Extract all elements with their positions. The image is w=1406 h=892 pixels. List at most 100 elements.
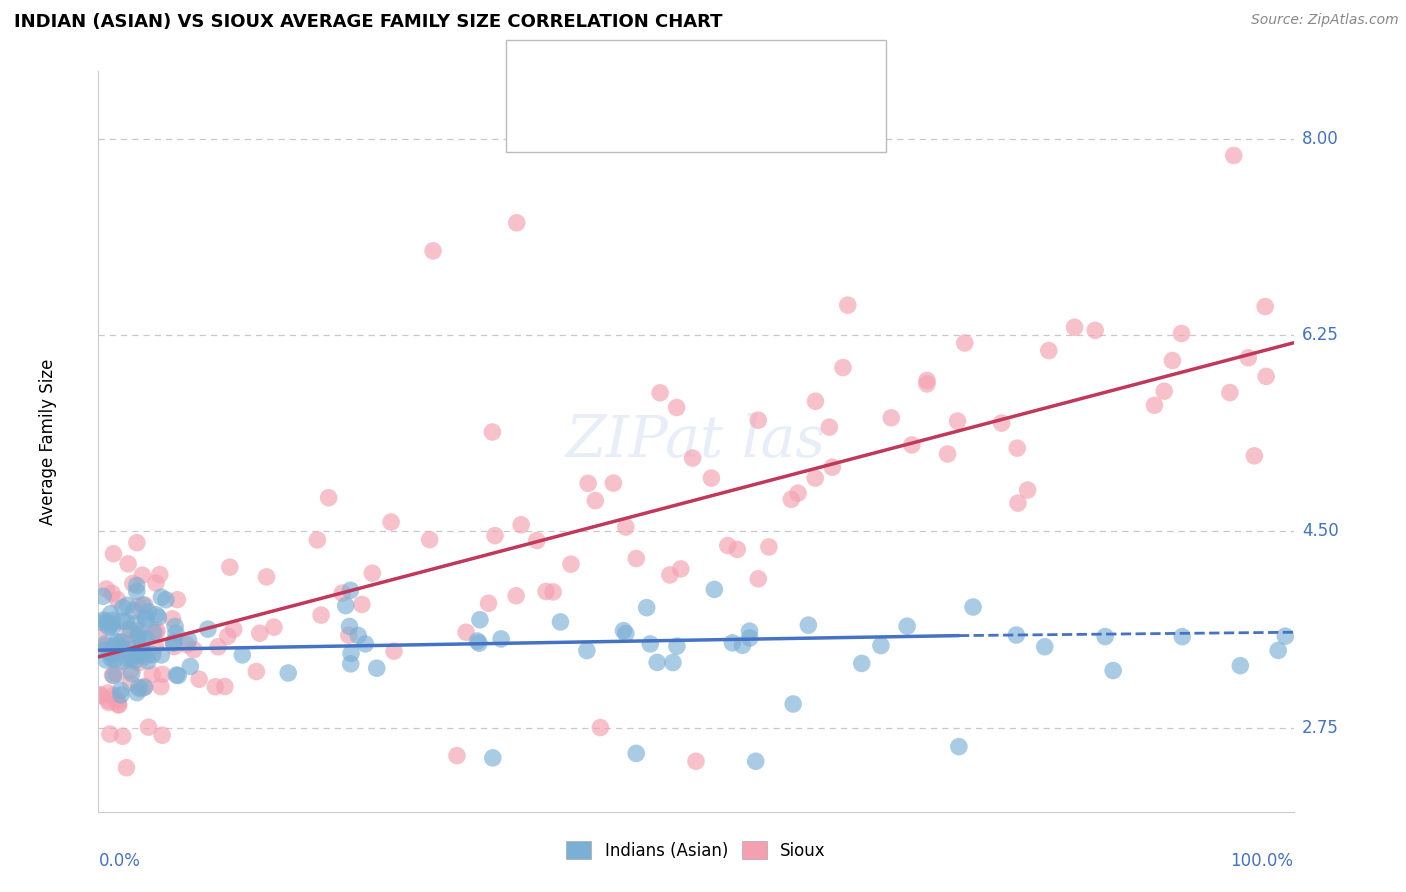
Text: 6.25: 6.25 <box>1302 326 1339 344</box>
Point <box>135 632 157 646</box>
Point <box>107 592 129 607</box>
Point <box>115 761 138 775</box>
Point <box>111 729 134 743</box>
Point <box>1143 398 1166 412</box>
Point <box>183 642 205 657</box>
Point <box>148 610 170 624</box>
Point <box>541 585 564 599</box>
Point <box>526 533 548 548</box>
Point <box>318 491 340 505</box>
Point <box>145 639 167 653</box>
Point <box>117 557 139 571</box>
Point <box>110 635 132 649</box>
Point <box>142 648 165 662</box>
Text: ZIPat las: ZIPat las <box>565 413 827 470</box>
Point <box>738 624 761 639</box>
Point <box>645 656 668 670</box>
Point <box>107 698 129 712</box>
Point <box>1063 320 1085 334</box>
Point <box>510 517 533 532</box>
Point <box>339 619 361 633</box>
Point <box>100 647 122 661</box>
Point <box>125 616 148 631</box>
Point <box>97 620 120 634</box>
Point <box>111 600 134 615</box>
Point <box>90 689 112 703</box>
Point <box>1102 664 1125 678</box>
Point <box>256 570 278 584</box>
Point <box>309 608 332 623</box>
Point <box>197 622 219 636</box>
Point <box>339 657 361 671</box>
Point <box>612 624 634 638</box>
Point <box>115 599 138 613</box>
Point <box>602 476 624 491</box>
Point <box>204 680 226 694</box>
Point <box>179 659 201 673</box>
Point <box>97 686 120 700</box>
Point <box>107 641 129 656</box>
Point <box>880 410 903 425</box>
Point <box>111 640 134 654</box>
Point <box>468 636 491 650</box>
Point <box>747 572 769 586</box>
Point <box>94 639 117 653</box>
Point <box>115 615 138 629</box>
Point <box>217 629 239 643</box>
Point <box>780 492 803 507</box>
Point <box>1223 148 1246 162</box>
Point <box>125 535 148 549</box>
Point <box>117 622 139 636</box>
Point <box>101 620 124 634</box>
Point <box>134 611 156 625</box>
Point <box>149 567 172 582</box>
Point <box>419 533 441 547</box>
Point <box>167 668 190 682</box>
Point <box>745 754 768 768</box>
Point <box>901 438 924 452</box>
Point <box>100 651 122 665</box>
Point <box>138 720 160 734</box>
Point <box>93 613 115 627</box>
Point <box>107 698 129 712</box>
Point <box>121 642 143 657</box>
Point <box>150 667 173 681</box>
Point <box>131 637 153 651</box>
Point <box>1153 384 1175 399</box>
Point <box>132 644 155 658</box>
Point <box>127 627 149 641</box>
Point <box>134 598 156 612</box>
Point <box>484 528 506 542</box>
Point <box>725 542 748 557</box>
Point <box>1254 300 1277 314</box>
Point <box>534 584 557 599</box>
Point <box>149 680 172 694</box>
Point <box>125 578 148 592</box>
Point <box>347 628 370 642</box>
Point <box>163 640 186 654</box>
Point <box>1005 628 1028 642</box>
Text: INDIAN (ASIAN) VS SIOUX AVERAGE FAMILY SIZE CORRELATION CHART: INDIAN (ASIAN) VS SIOUX AVERAGE FAMILY S… <box>14 13 723 31</box>
Point <box>121 651 143 665</box>
Point <box>162 612 184 626</box>
Point <box>747 413 769 427</box>
Point <box>127 630 149 644</box>
Point <box>162 636 184 650</box>
Text: 8.00: 8.00 <box>1302 129 1339 148</box>
Point <box>797 618 820 632</box>
Point <box>150 648 173 662</box>
Point <box>669 562 692 576</box>
Point <box>665 639 688 653</box>
Point <box>361 566 384 581</box>
Point <box>135 613 157 627</box>
Point <box>121 666 143 681</box>
Text: 2.75: 2.75 <box>1302 719 1339 737</box>
Point <box>138 605 160 619</box>
Text: R =  0.111   N = 115: R = 0.111 N = 115 <box>592 69 765 87</box>
Point <box>626 551 648 566</box>
Point <box>583 493 606 508</box>
Point <box>354 637 377 651</box>
Point <box>837 298 859 312</box>
Point <box>948 739 970 754</box>
Point <box>218 560 240 574</box>
